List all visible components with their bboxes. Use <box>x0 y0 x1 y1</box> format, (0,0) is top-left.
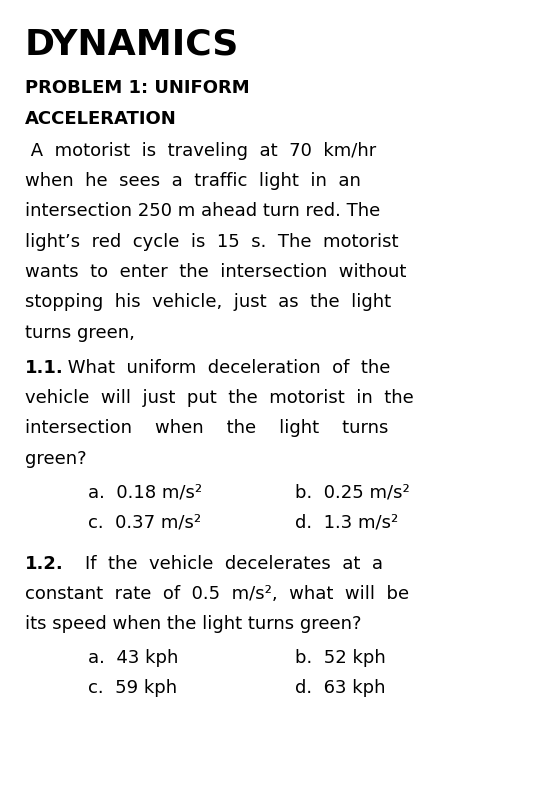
Text: What  uniform  deceleration  of  the: What uniform deceleration of the <box>62 359 390 376</box>
Text: DYNAMICS: DYNAMICS <box>25 28 239 62</box>
Text: c.  0.37 m/s²: c. 0.37 m/s² <box>88 514 201 532</box>
Text: when  he  sees  a  traffic  light  in  an: when he sees a traffic light in an <box>25 172 360 190</box>
Text: b.  52 kph: b. 52 kph <box>295 649 386 667</box>
Text: intersection 250 m ahead turn red. The: intersection 250 m ahead turn red. The <box>25 202 380 220</box>
Text: light’s  red  cycle  is  15  s.  The  motorist: light’s red cycle is 15 s. The motorist <box>25 233 398 251</box>
Text: d.  63 kph: d. 63 kph <box>295 679 386 697</box>
Text: 1.2.: 1.2. <box>25 555 63 573</box>
Text: If  the  vehicle  decelerates  at  a: If the vehicle decelerates at a <box>62 555 383 573</box>
Text: its speed when the light turns green?: its speed when the light turns green? <box>25 615 361 634</box>
Text: b.  0.25 m/s²: b. 0.25 m/s² <box>295 483 410 501</box>
Text: turns green,: turns green, <box>25 323 135 342</box>
Text: constant  rate  of  0.5  m/s²,  what  will  be: constant rate of 0.5 m/s², what will be <box>25 585 409 603</box>
Text: a.  43 kph: a. 43 kph <box>88 649 178 667</box>
Text: PROBLEM 1: UNIFORM: PROBLEM 1: UNIFORM <box>25 79 249 97</box>
Text: stopping  his  vehicle,  just  as  the  light: stopping his vehicle, just as the light <box>25 294 391 312</box>
Text: wants  to  enter  the  intersection  without: wants to enter the intersection without <box>25 263 406 281</box>
Text: ACCELERATION: ACCELERATION <box>25 110 176 128</box>
Text: A  motorist  is  traveling  at  70  km/hr: A motorist is traveling at 70 km/hr <box>25 141 376 159</box>
Text: 1.1.: 1.1. <box>25 359 63 376</box>
Text: d.  1.3 m/s²: d. 1.3 m/s² <box>295 514 399 532</box>
Text: intersection    when    the    light    turns: intersection when the light turns <box>25 420 388 437</box>
Text: c.  59 kph: c. 59 kph <box>88 679 177 697</box>
Text: green?: green? <box>25 450 86 468</box>
Text: a.  0.18 m/s²: a. 0.18 m/s² <box>88 483 202 501</box>
Text: vehicle  will  just  put  the  motorist  in  the: vehicle will just put the motorist in th… <box>25 389 414 407</box>
